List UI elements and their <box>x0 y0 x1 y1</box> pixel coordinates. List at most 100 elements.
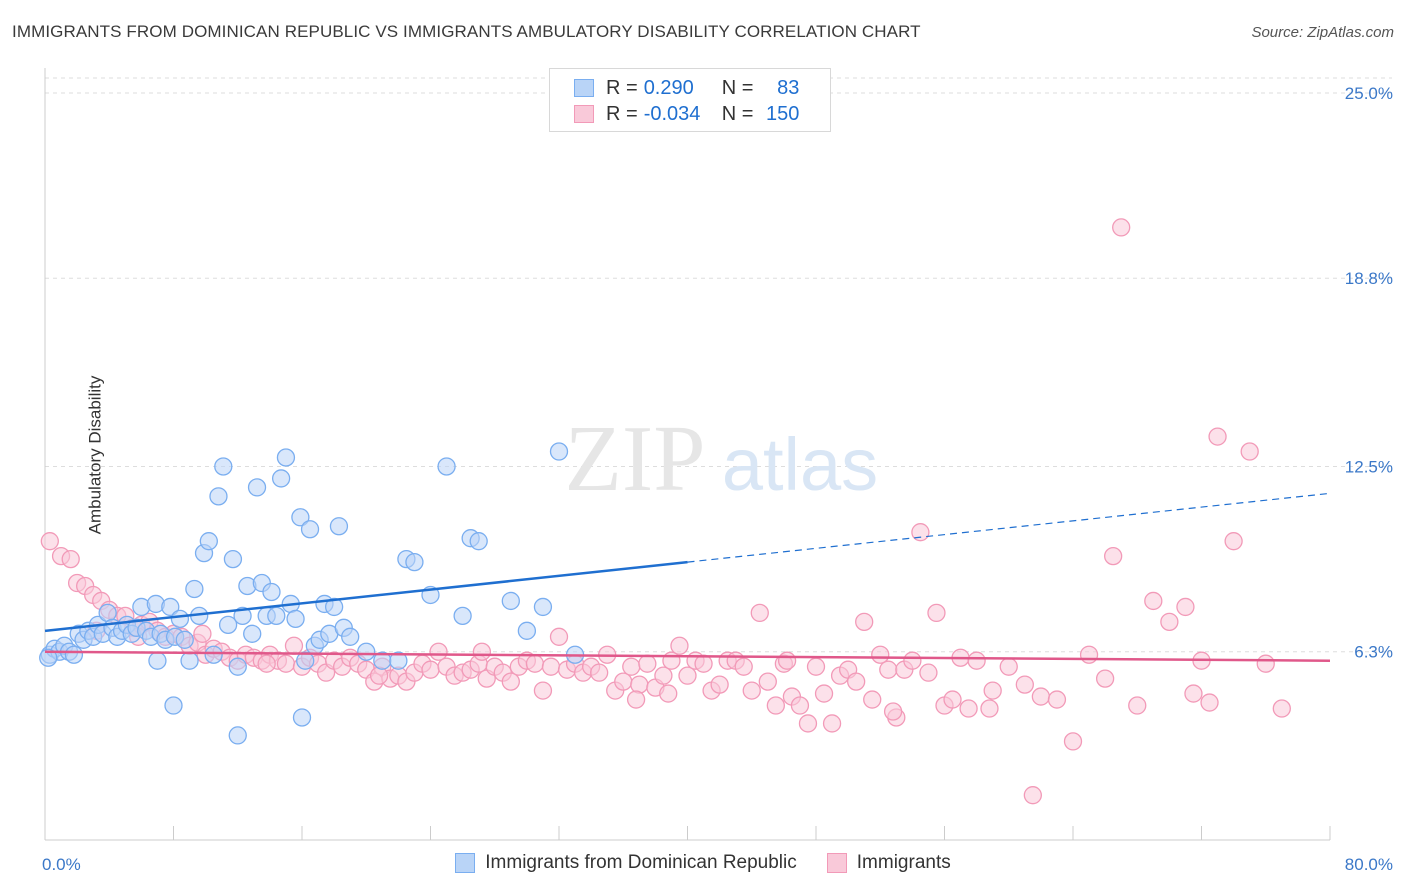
point-immigrants <box>734 657 753 676</box>
point-dominican <box>286 609 305 629</box>
point-dominican <box>389 651 408 670</box>
trend-line-immigrants <box>44 650 1331 662</box>
point-immigrants <box>1015 675 1034 694</box>
point-immigrants <box>983 681 1002 700</box>
point-dominican <box>243 624 262 643</box>
point-immigrants <box>822 714 842 733</box>
legend-r-label: R = <box>606 76 638 99</box>
point-dominican <box>329 517 349 536</box>
point-immigrants <box>919 663 938 682</box>
point-dominican <box>164 696 183 715</box>
point-immigrants <box>871 645 890 664</box>
point-dominican <box>533 597 553 617</box>
point-immigrants <box>1160 612 1179 632</box>
point-immigrants <box>590 663 609 682</box>
point-immigrants <box>883 702 903 721</box>
point-dominican <box>161 597 180 617</box>
point-dominican <box>180 651 199 670</box>
point-immigrants <box>1031 687 1051 706</box>
point-dominican <box>517 621 537 640</box>
point-immigrants <box>1023 786 1042 805</box>
point-dominican <box>405 552 424 572</box>
point-dominican <box>170 609 190 629</box>
point-dominican <box>39 648 58 667</box>
point-dominican <box>228 657 247 676</box>
point-immigrants <box>1176 597 1195 617</box>
data-points <box>39 218 1291 805</box>
point-immigrants <box>622 657 641 676</box>
point-immigrants <box>927 603 946 623</box>
legend-row-immigrants: R = -0.034 N = 150 <box>574 102 799 126</box>
point-dominican <box>185 579 204 599</box>
point-immigrants <box>1063 732 1083 751</box>
point-immigrants <box>533 681 553 700</box>
point-immigrants <box>1112 218 1131 237</box>
point-immigrants <box>814 684 834 703</box>
series-label-immigrants: Immigrants <box>856 852 951 873</box>
point-dominican <box>292 708 312 727</box>
point-dominican <box>300 520 320 539</box>
point-immigrants <box>750 603 769 623</box>
point-immigrants <box>999 657 1018 676</box>
series-swatch-dominican <box>455 853 476 873</box>
point-dominican <box>233 606 252 626</box>
y-axis-label: Ambulatory Disability <box>85 375 105 535</box>
point-dominican <box>148 651 167 670</box>
point-immigrants <box>549 627 569 646</box>
point-immigrants <box>257 654 276 673</box>
series-swatch-immigrants <box>826 853 847 873</box>
point-immigrants <box>659 684 678 703</box>
point-dominican <box>296 651 315 670</box>
point-immigrants <box>742 681 761 700</box>
tick-labels: 6.3% 12.5% 18.8% 25.0% 0.0% 80.0% <box>42 84 1393 874</box>
point-immigrants <box>777 651 797 670</box>
point-immigrants <box>911 523 930 542</box>
point-immigrants <box>662 651 681 670</box>
point-dominican <box>214 457 233 476</box>
watermark-zip: ZIP <box>565 407 706 511</box>
point-dominican <box>199 532 218 551</box>
gridlines <box>45 77 1392 653</box>
point-immigrants <box>1256 654 1275 673</box>
point-immigrants <box>806 657 826 676</box>
series-legend-immigrants: Immigrants <box>826 852 951 874</box>
point-dominican <box>324 597 344 617</box>
point-immigrants <box>1095 669 1115 688</box>
point-dominican <box>357 642 376 661</box>
point-immigrants <box>694 654 713 673</box>
trend-lines <box>44 492 1331 662</box>
point-dominican <box>175 630 194 649</box>
point-immigrants <box>710 675 729 694</box>
point-dominican <box>437 457 456 476</box>
point-immigrants <box>798 714 818 733</box>
legend-r-value: -0.034 <box>643 102 701 125</box>
trend-line-dominican <box>44 560 688 633</box>
legend-n-label: N = <box>721 102 754 125</box>
point-immigrants <box>501 672 520 691</box>
point-immigrants <box>61 549 80 569</box>
point-immigrants <box>1208 427 1227 446</box>
series-legend-dominican: Immigrants from Dominican Republic <box>455 852 797 874</box>
point-dominican <box>64 645 84 664</box>
legend-row-dominican: R = 0.290 N = 83 <box>574 76 799 100</box>
point-dominican <box>291 508 310 527</box>
y-tick-label: 18.8% <box>1345 269 1393 288</box>
legend-r-value: 0.290 <box>643 76 694 99</box>
y-tick-label: 12.5% <box>1345 457 1393 476</box>
watermark-atlas: atlas <box>722 423 878 506</box>
point-immigrants <box>1128 696 1147 715</box>
point-dominican <box>276 448 296 467</box>
point-immigrants <box>1079 645 1099 664</box>
point-immigrants <box>847 672 866 691</box>
point-dominican <box>341 627 360 646</box>
point-immigrants <box>758 672 777 691</box>
point-dominican <box>204 645 223 664</box>
point-immigrants <box>943 690 962 709</box>
point-immigrants <box>863 690 882 709</box>
x-tick-label-max: 80.0% <box>1345 855 1393 874</box>
legend-n-value: 83 <box>777 76 800 99</box>
point-immigrants <box>855 612 874 632</box>
point-immigrants <box>766 696 785 715</box>
point-dominican <box>228 726 247 745</box>
